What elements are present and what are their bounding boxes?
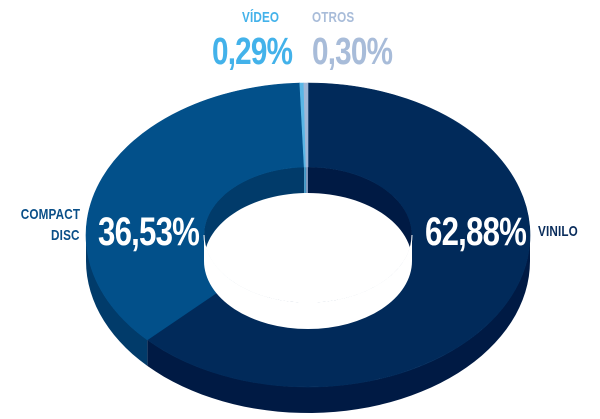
label-vinilo-pct: 62,88% [425, 210, 527, 254]
slice-otros [303, 82, 309, 168]
label-vinilo-name: VINILO [538, 223, 578, 240]
label-cd-name-line2: DISC [51, 227, 80, 244]
label-video-name: VÍDEO [242, 9, 280, 26]
label-otros-pct: 0,30% [312, 31, 393, 73]
inner-wall-v-deo [304, 167, 307, 194]
inner-wall-compact-disc [204, 167, 305, 261]
label-video-pct: 0,29% [212, 31, 293, 73]
inner-wall-vinilo [308, 167, 412, 261]
label-cd-name-line1: COMPACT [20, 206, 80, 223]
label-cd-pct: 36,53% [98, 210, 200, 254]
side-wall-vinilo [147, 235, 530, 413]
label-otros-name: OTROS [312, 9, 355, 26]
inner-wall-otros [306, 167, 308, 194]
side-wall-compact-disc [86, 235, 148, 366]
donut-hole-rim [203, 234, 413, 304]
donut-hole-lower [204, 235, 412, 329]
slice-compact-disc [85, 82, 305, 341]
